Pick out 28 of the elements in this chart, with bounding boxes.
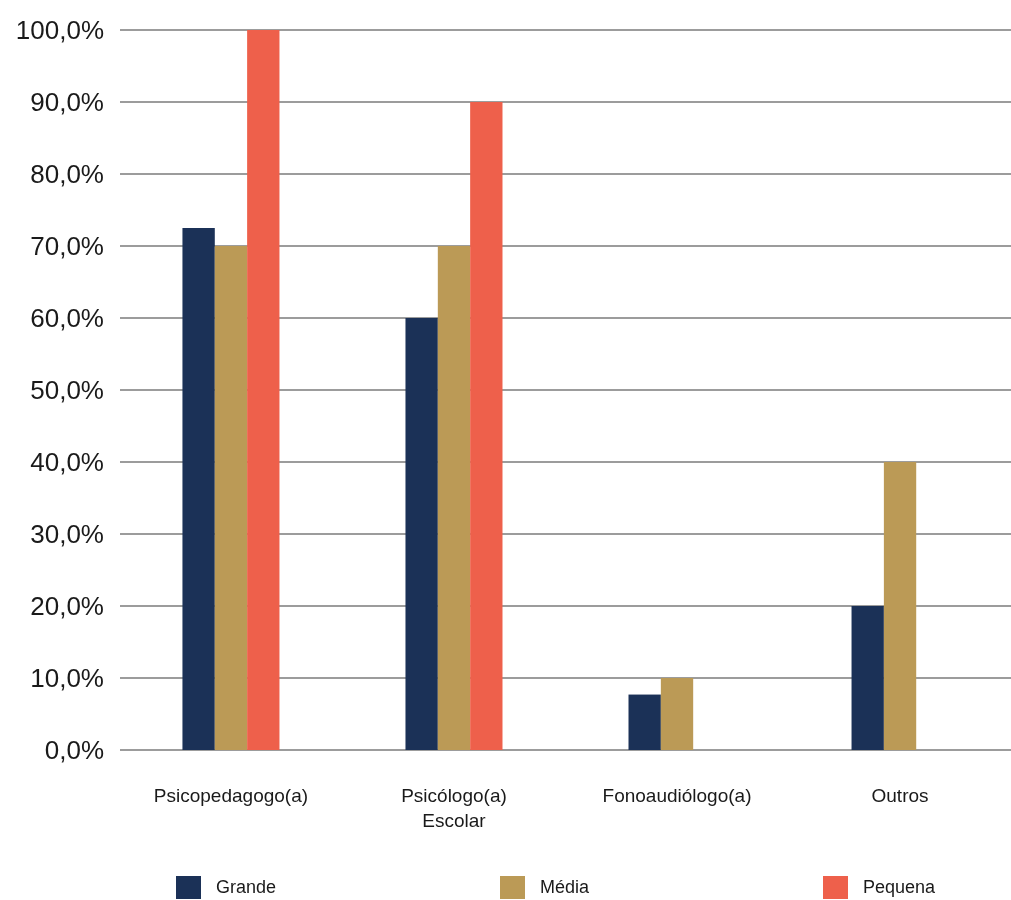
y-tick-label: 80,0% (30, 159, 104, 190)
bar (247, 30, 280, 750)
y-tick-label: 30,0% (30, 519, 104, 550)
bar (660, 678, 694, 750)
legend-label: Pequena (863, 877, 937, 898)
y-tick-label: 0,0% (44, 735, 104, 766)
y-tick-label: 100,0% (15, 15, 104, 46)
bar (405, 318, 438, 750)
y-tick-label: 20,0% (30, 591, 104, 622)
bar (214, 246, 248, 750)
bar (470, 102, 503, 750)
y-tick-label: 70,0% (30, 231, 104, 262)
x-tick-label: Outros (871, 785, 929, 806)
bar (182, 228, 215, 750)
y-tick-label: 10,0% (30, 663, 104, 694)
x-tick-label: Psicopedagogo(a) (153, 785, 309, 806)
y-tick-label: 40,0% (30, 447, 104, 478)
legend-label: Grande (216, 877, 277, 898)
y-tick-label: 90,0% (30, 87, 104, 118)
bar (628, 694, 661, 750)
legend-label: Média (540, 877, 591, 898)
x-tick-label: Fonoaudiólogo(a) (602, 785, 752, 806)
bar (437, 246, 471, 750)
bar (883, 462, 917, 750)
bar (851, 606, 884, 750)
y-tick-label: 60,0% (30, 303, 104, 334)
x-tick-label: Psicólogo(a) Escolar (401, 785, 507, 831)
y-tick-label: 50,0% (30, 375, 104, 406)
